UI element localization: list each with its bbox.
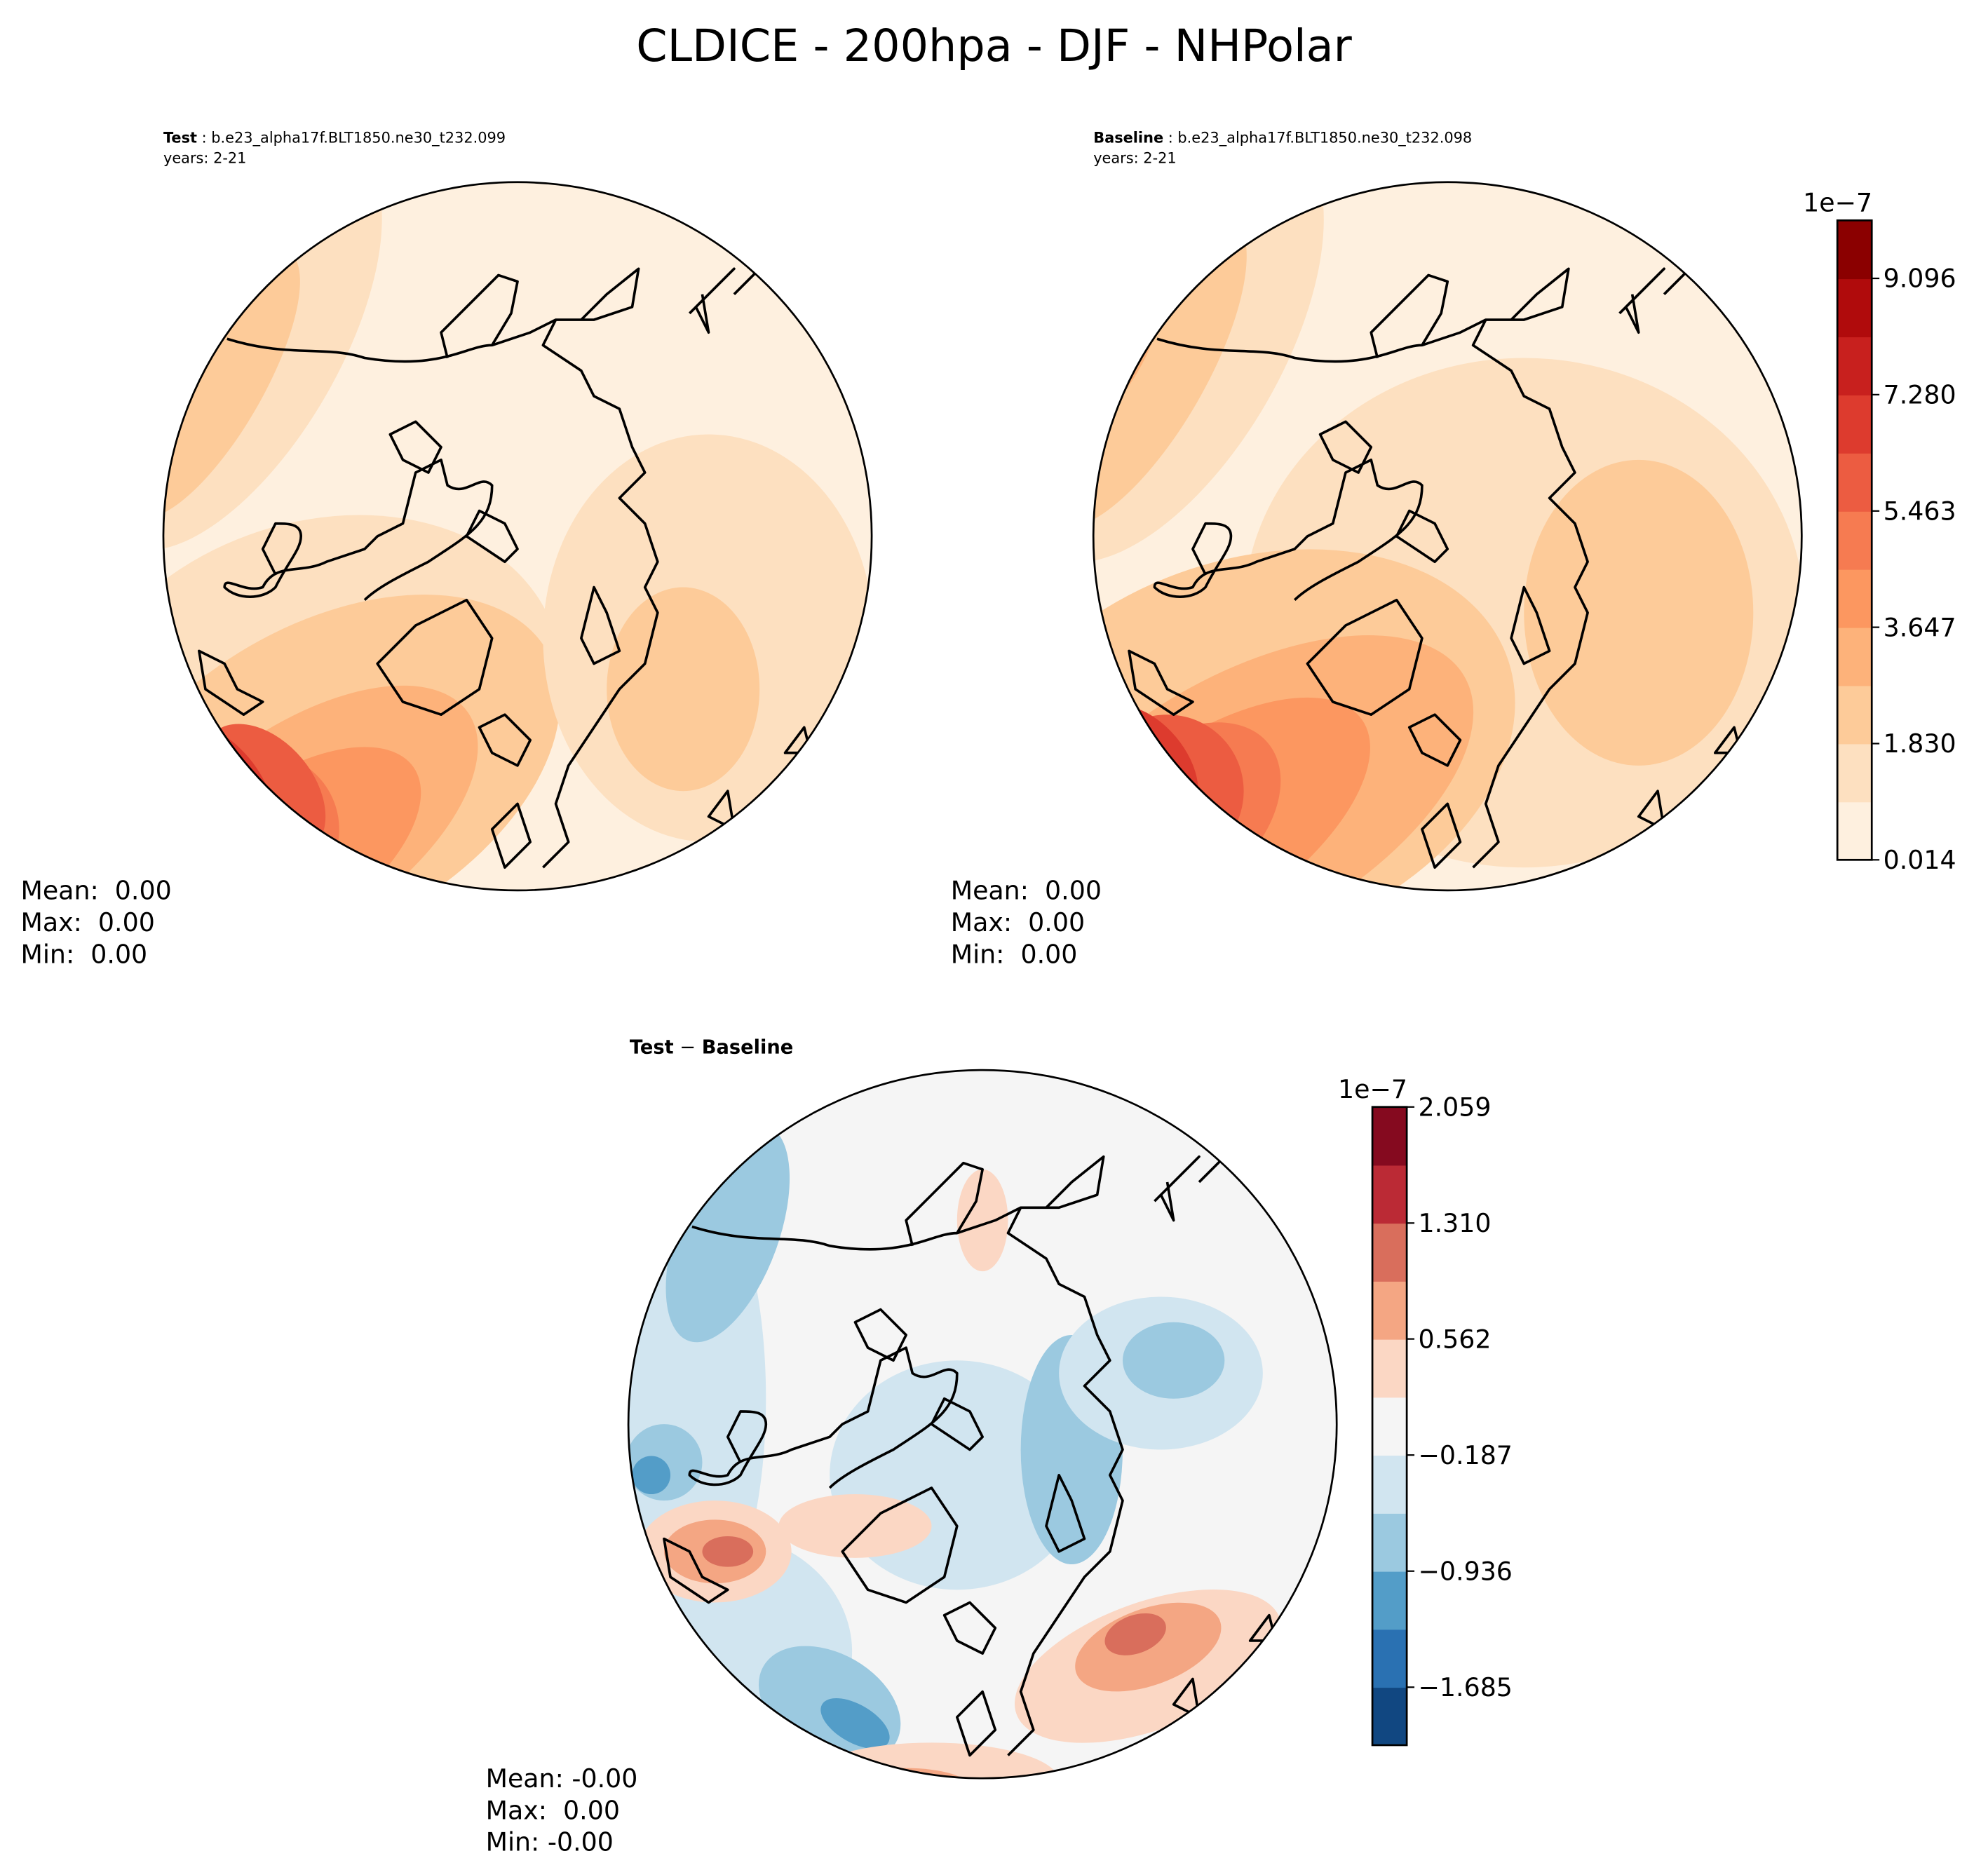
colorbar-band (1837, 569, 1872, 628)
map-field (607, 587, 760, 792)
colorbar-band (1372, 1165, 1407, 1224)
colorbar-band (1837, 801, 1872, 861)
panel-stat: Min: 0.00 (20, 939, 147, 969)
colorbar-tick-label: 9.096 (1884, 264, 1956, 294)
colorbar-tick-label: 2.059 (1418, 1092, 1491, 1122)
colorbar-band (1372, 1629, 1407, 1688)
panel-operator: − (674, 1036, 702, 1058)
colorbar-band (1372, 1571, 1407, 1630)
map (627, 1069, 1338, 1780)
colorbar-band (1837, 452, 1872, 512)
panel-stat: Mean: -0.00 (486, 1763, 638, 1794)
map-field (702, 1536, 754, 1567)
map-field (1122, 1322, 1225, 1399)
colorbar-band (1372, 1339, 1407, 1398)
colorbar-tick-label: 0.014 (1884, 845, 1956, 875)
map-field (1093, 212, 1247, 529)
map-field (842, 1768, 970, 1779)
colorbar-exponent: 1e−7 (1803, 188, 1872, 218)
colorbar-tick-label: 1.310 (1418, 1208, 1491, 1238)
colorbar-tick-label: −1.685 (1418, 1672, 1512, 1702)
map-field (632, 1456, 671, 1495)
map-field (1104, 1613, 1166, 1655)
colorbar-tick-label: −0.936 (1418, 1556, 1512, 1586)
colorbar-frame (1371, 1106, 1408, 1747)
panel-case: : b.e23_alpha17f.BLT1850.ne30_t232.098 (1163, 129, 1472, 146)
panel-name: Baseline (1093, 129, 1163, 146)
panel-name: Test (630, 1036, 674, 1058)
panel-years: years: 2-21 (163, 150, 246, 167)
panel-stat: Mean: 0.00 (951, 876, 1102, 906)
colorbar-tick-label: 0.562 (1418, 1324, 1491, 1354)
panel-stat: Mean: 0.00 (20, 876, 171, 906)
panel-case: : b.e23_alpha17f.BLT1850.ne30_t232.099 (197, 129, 506, 146)
colorbar-band (1837, 743, 1872, 803)
colorbar-band (1837, 685, 1872, 745)
panel-stat: Min: -0.00 (486, 1827, 614, 1857)
map-boundary (1092, 181, 1803, 892)
colorbar-band (1372, 1106, 1407, 1166)
map-field (956, 1169, 1008, 1272)
map-field (665, 1123, 790, 1343)
map-boundary (627, 1069, 1338, 1780)
colorbar-band (1372, 1223, 1407, 1282)
colorbar-band (1372, 1397, 1407, 1456)
panel-years: years: 2-21 (1093, 150, 1176, 167)
panel-title: Test : b.e23_alpha17f.BLT1850.ne30_t232.… (163, 129, 506, 146)
panel-title: Baseline : b.e23_alpha17f.BLT1850.ne30_t… (1093, 129, 1472, 146)
panel-title: Test − Baseline (630, 1036, 793, 1058)
colorbar-band (1837, 627, 1872, 686)
colorbar-band (1837, 337, 1872, 395)
colorbar-frame (1836, 219, 1873, 861)
map-field (778, 1494, 932, 1558)
panel-stat: Max: 0.00 (20, 907, 154, 937)
colorbar-band (1837, 510, 1872, 570)
map-boundary (162, 181, 873, 892)
colorbar-tick-label: 1.830 (1884, 729, 1956, 759)
colorbar-band (1837, 395, 1872, 454)
colorbar-tick-label: −0.187 (1418, 1440, 1512, 1470)
map-field (820, 1698, 890, 1749)
colorbar-exponent: 1e−7 (1338, 1074, 1407, 1104)
panel-name: Test (163, 129, 197, 146)
colorbar-tick-label: 3.647 (1884, 612, 1956, 642)
colorbar-band (1372, 1687, 1407, 1746)
colorbar-band (1372, 1280, 1407, 1340)
colorbar-tick-label: 7.280 (1884, 380, 1956, 410)
colorbar-band (1372, 1455, 1407, 1514)
panel-name: Baseline (702, 1036, 793, 1058)
colorbar-band (1837, 220, 1872, 280)
map-field (1524, 459, 1754, 766)
figure-title: CLDICE - 200hpa - DJF - NHPolar (636, 20, 1352, 72)
map-field (804, 1742, 1060, 1779)
panel-stat: Max: 0.00 (951, 907, 1085, 937)
colorbar-band (1372, 1512, 1407, 1572)
colorbar-tick-label: 5.463 (1884, 496, 1956, 526)
panel-stat: Min: 0.00 (951, 939, 1078, 969)
panel-stat: Max: 0.00 (486, 1795, 620, 1825)
colorbar-band (1837, 278, 1872, 338)
